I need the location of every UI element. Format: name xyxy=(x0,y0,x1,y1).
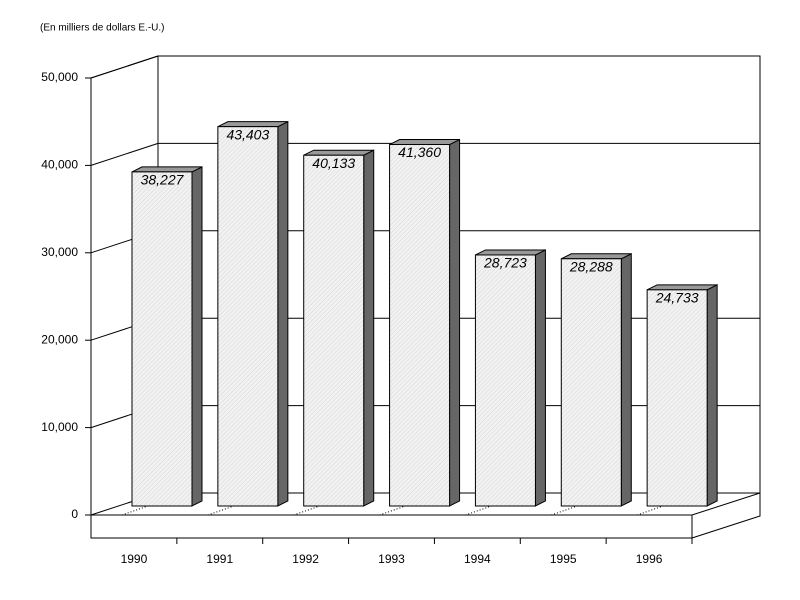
bar-side xyxy=(363,149,375,507)
floor-shadow xyxy=(121,505,149,516)
x-tick-label: 1992 xyxy=(292,552,319,566)
value-label: 38,227 xyxy=(141,172,185,188)
value-label: 41,360 xyxy=(398,144,441,160)
chart-title: (En milliers de dollars E.-U.) xyxy=(40,23,164,34)
bar-side xyxy=(449,138,461,507)
x-tick-label: 1996 xyxy=(636,552,663,566)
bar xyxy=(217,126,279,507)
bar xyxy=(389,144,451,507)
bar xyxy=(560,258,622,507)
bar-side xyxy=(277,120,289,507)
value-label: 40,133 xyxy=(312,155,355,171)
value-label: 28,723 xyxy=(483,255,527,271)
y-tick-label: 40,000 xyxy=(41,158,78,172)
bar-side xyxy=(534,249,546,507)
value-label: 28,288 xyxy=(569,258,613,274)
x-tick-label: 1990 xyxy=(121,552,148,566)
bar-side xyxy=(706,284,718,507)
bar xyxy=(474,254,536,507)
value-label: 24,733 xyxy=(655,290,699,306)
y-tick-label: 10,000 xyxy=(41,420,78,434)
floor-shadow xyxy=(465,505,492,516)
x-tick-label: 1993 xyxy=(378,552,405,566)
x-tick-label: 1995 xyxy=(550,552,577,566)
grid-line xyxy=(90,142,159,166)
floor-shadow xyxy=(379,505,406,516)
value-label: 43,403 xyxy=(226,126,269,142)
y-tick-label: 50,000 xyxy=(41,70,78,84)
x-tick-label: 1994 xyxy=(464,552,491,566)
y-tick-label: 20,000 xyxy=(41,332,78,346)
bar xyxy=(646,289,708,507)
floor-shadow xyxy=(551,505,578,516)
floor-shadow xyxy=(207,505,235,516)
x-tick-label: 1991 xyxy=(206,552,233,566)
y-tick-label: 30,000 xyxy=(41,245,78,259)
floor-shadow xyxy=(293,505,320,516)
bar-side xyxy=(620,252,632,507)
floor-shadow xyxy=(636,505,664,516)
bar xyxy=(131,171,193,507)
bar-side xyxy=(191,166,203,507)
grid-line xyxy=(90,55,159,79)
y-tick-label: 0 xyxy=(71,507,78,521)
bar xyxy=(303,154,365,507)
